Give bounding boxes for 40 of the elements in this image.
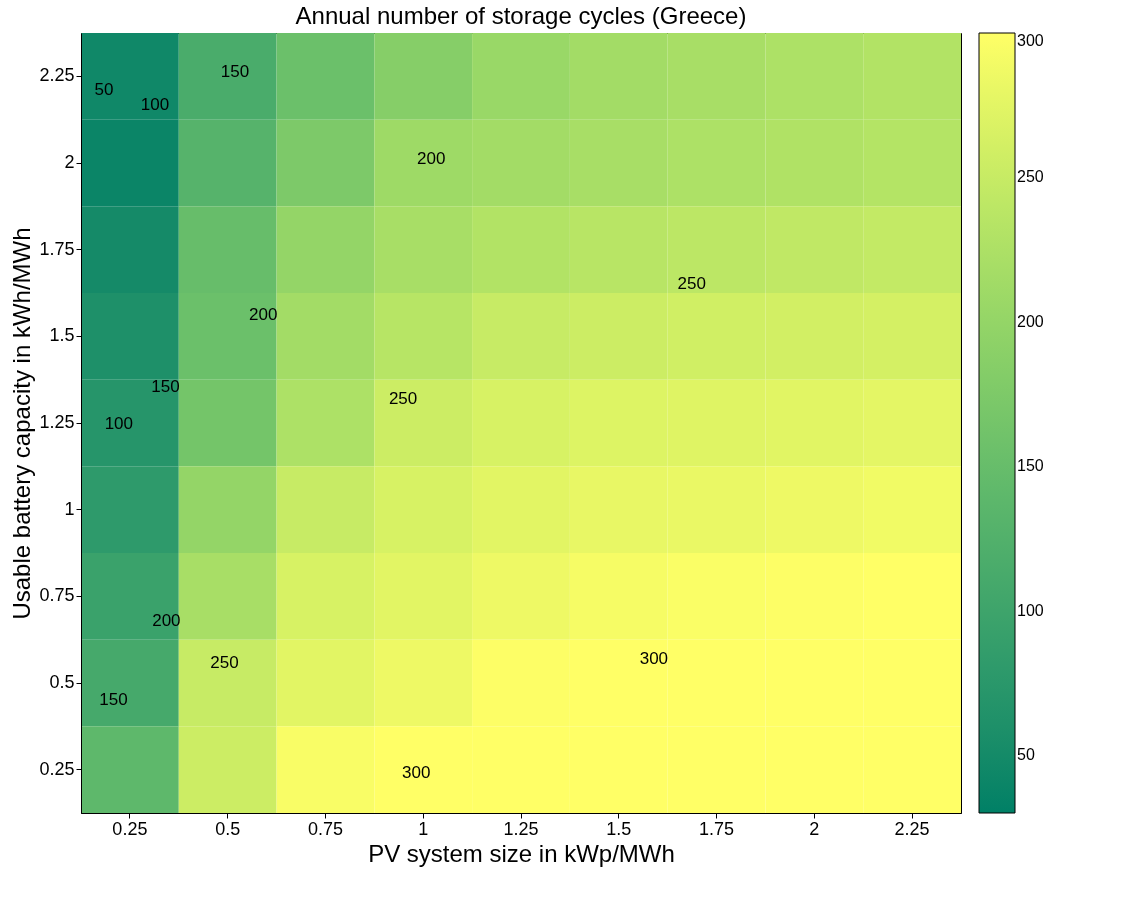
- y-tick-label: 2.25: [39, 65, 75, 86]
- x-tick-label: 1.75: [699, 818, 735, 839]
- y-tick-label: 1.75: [39, 238, 75, 259]
- annotation: 100: [140, 94, 170, 114]
- color-bar-label: 100: [1017, 601, 1044, 619]
- y-tick-label: 0.25: [39, 758, 75, 779]
- annotation: 150: [151, 377, 180, 397]
- annotation: 300: [639, 649, 669, 669]
- x-tick-label: 0.5: [215, 818, 241, 839]
- annotation: 100: [104, 413, 134, 433]
- annotation: 200: [248, 304, 278, 324]
- x-tick-label: 1.5: [606, 818, 632, 839]
- chart-title: Annual number of storage cycles (Greece): [295, 2, 747, 29]
- x-tick-label: 2: [809, 818, 820, 839]
- x-tick-label: 0.75: [307, 818, 343, 839]
- x-tick-label: 1.25: [503, 818, 539, 839]
- annotation: 150: [99, 689, 128, 709]
- color-bar-label: 250: [1017, 168, 1044, 186]
- annotation: 250: [677, 274, 706, 294]
- x-tick-label: 0.25: [112, 818, 148, 839]
- x-tick-label: 2.25: [894, 818, 930, 839]
- annotation: 50: [94, 79, 114, 99]
- annotation: 250: [388, 388, 418, 408]
- annotation: 300: [402, 763, 431, 783]
- y-tick-label: 2: [64, 152, 75, 172]
- y-tick-label: 1: [64, 498, 75, 519]
- y-axis-title: Usable battery capacity in kWh/MWh: [8, 227, 36, 620]
- y-tick-label: 0.75: [39, 585, 75, 606]
- annotation: 200: [417, 149, 446, 169]
- color-bar-label: 200: [1017, 312, 1044, 330]
- x-axis-title: PV system size in kWp/MWh: [368, 839, 675, 867]
- annotation: 250: [210, 653, 239, 673]
- y-tick-label: 1.5: [49, 325, 75, 346]
- y-tick-label: 1.25: [39, 412, 75, 432]
- x-tick-label: 1: [418, 818, 429, 839]
- color-bar-label: 150: [1017, 457, 1044, 475]
- color-bar-label: 50: [1017, 746, 1035, 764]
- color-bar-label: 300: [1017, 32, 1044, 49]
- y-tick-label: 0.5: [49, 672, 75, 692]
- annotation: 150: [220, 62, 250, 81]
